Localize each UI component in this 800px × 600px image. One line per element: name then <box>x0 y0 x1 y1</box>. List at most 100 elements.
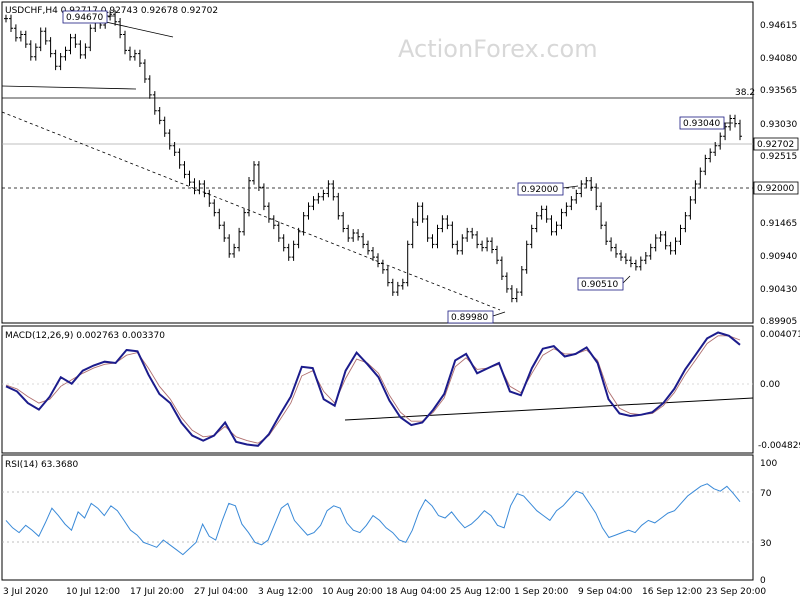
price-bar <box>73 33 78 48</box>
price-bar <box>475 231 480 249</box>
price-bar <box>633 259 638 271</box>
price-bar <box>609 237 614 252</box>
price-bar <box>584 177 589 188</box>
price-bar <box>405 240 410 287</box>
price-bar <box>301 212 306 236</box>
price-bar <box>296 227 301 249</box>
price-bar <box>638 256 643 271</box>
price-bar <box>703 154 708 176</box>
price-bar <box>480 240 485 252</box>
price-bar <box>544 205 549 223</box>
price-bar <box>118 18 123 39</box>
price-bar <box>346 224 351 242</box>
price-bar <box>291 240 296 261</box>
price-bar <box>331 180 336 201</box>
price-bar <box>430 234 435 249</box>
price-bar <box>410 218 415 249</box>
price-bar <box>658 231 663 242</box>
price-bar <box>306 202 311 220</box>
x-axis-label: 17 Jul 20:00 <box>130 587 184 597</box>
x-axis-label: 18 Aug 04:00 <box>386 587 447 597</box>
price-bar <box>252 161 256 185</box>
callout-0-92000-leader <box>562 185 579 189</box>
price-bar <box>415 202 420 226</box>
price-bar <box>440 215 445 233</box>
price-bar <box>395 281 400 296</box>
price-bar <box>693 180 698 204</box>
price-bar <box>376 253 380 268</box>
price-bar <box>534 212 539 233</box>
x-axis-label: 10 Aug 20:00 <box>322 587 383 597</box>
price-bar <box>276 221 281 242</box>
price-bar <box>247 177 251 217</box>
price-bar <box>227 234 232 258</box>
price-bar <box>113 10 118 26</box>
price-bar <box>643 252 648 265</box>
callout-0-92000: 0.92000 <box>521 185 558 195</box>
price-bar <box>4 14 8 23</box>
price-bar <box>281 234 286 252</box>
price-bar <box>356 229 361 241</box>
price-bar <box>78 40 83 59</box>
price-bar <box>554 221 559 236</box>
price-bar <box>261 183 266 211</box>
level-tag <box>753 181 799 195</box>
price-bar <box>485 237 490 252</box>
macd-support-trendline <box>344 397 754 421</box>
callout-0-94670-box <box>62 10 108 24</box>
price-bar <box>400 278 405 290</box>
price-bar <box>123 30 127 55</box>
price-bar <box>594 183 599 211</box>
price-panel-header: USDCHF,H4 0.92717 0.92743 0.92678 0.9270… <box>5 6 218 16</box>
price-bar <box>574 189 579 204</box>
price-bar <box>152 91 157 115</box>
watermark: ActionForex.com <box>398 35 598 63</box>
price-bar <box>53 49 58 71</box>
price-bar <box>420 202 425 223</box>
price-bar <box>137 49 142 67</box>
price-bar <box>286 243 291 261</box>
current-price-label: 0.92702 <box>757 140 794 150</box>
price-bar <box>723 122 728 141</box>
price-bar <box>361 233 366 249</box>
x-axis-label: 9 Sep 04:00 <box>578 587 633 597</box>
price-bar <box>232 243 237 258</box>
price-bar <box>668 241 673 255</box>
current-price-tag <box>753 137 799 151</box>
price-bar <box>23 30 28 48</box>
price-axis-tick: 0.90430 <box>760 285 797 295</box>
price-bar <box>623 253 628 265</box>
macd-signal-line <box>5 335 741 444</box>
rsi-panel <box>1 454 754 581</box>
price-bar <box>366 240 370 255</box>
price-bar <box>316 192 321 204</box>
price-bar <box>237 227 242 252</box>
price-bar <box>147 75 152 99</box>
price-bar <box>663 231 668 250</box>
rsi-axis-tick: 70 <box>760 489 772 499</box>
price-bar <box>217 208 222 230</box>
rsi-line <box>5 483 741 556</box>
price-bar <box>311 196 316 211</box>
price-bar <box>604 221 609 245</box>
price-bar <box>83 43 88 59</box>
macd-panel-header: MACD(12,26,9) 0.002763 0.003370 <box>5 331 165 341</box>
price-bar <box>38 27 43 52</box>
price-bar <box>385 266 390 287</box>
price-bar <box>266 202 271 223</box>
price-bar <box>48 37 53 58</box>
callout-0-94670: 0.94670 <box>66 13 103 23</box>
price-bar <box>371 247 375 261</box>
price-bar <box>28 40 33 61</box>
price-bar <box>390 278 395 296</box>
x-axis-label: 27 Jul 04:00 <box>194 587 248 597</box>
price-axis-tick: 0.91465 <box>760 219 797 229</box>
price-bar <box>539 205 544 220</box>
price-bar <box>519 266 524 296</box>
price-bar <box>688 196 693 220</box>
rsi-axis-tick: 100 <box>760 459 777 469</box>
callout-0-89980: 0.89980 <box>451 313 488 323</box>
price-bar <box>698 167 703 188</box>
price-axis-tick: 0.93565 <box>760 86 797 96</box>
callout-0-93040-box <box>679 116 725 130</box>
